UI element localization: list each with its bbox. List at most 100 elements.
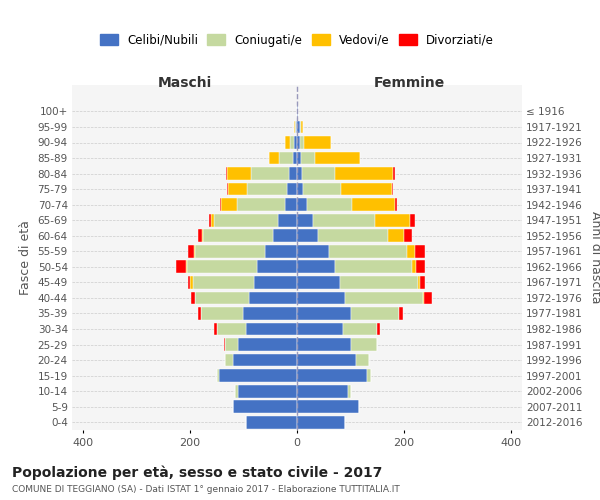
- Bar: [296, 120, 297, 134]
- Bar: [297, 354, 356, 366]
- Bar: [195, 245, 265, 258]
- Bar: [388, 230, 404, 242]
- Bar: [304, 136, 331, 149]
- Bar: [352, 198, 395, 211]
- Bar: [269, 152, 280, 164]
- Bar: [227, 167, 251, 180]
- Bar: [198, 230, 202, 242]
- Bar: [301, 120, 304, 134]
- Bar: [350, 307, 399, 320]
- Bar: [220, 369, 297, 382]
- Bar: [224, 338, 238, 351]
- Bar: [297, 120, 299, 134]
- Bar: [202, 230, 203, 242]
- Bar: [301, 152, 314, 164]
- Bar: [399, 307, 403, 320]
- Bar: [238, 385, 297, 398]
- Bar: [191, 292, 195, 304]
- Bar: [367, 369, 371, 382]
- Y-axis label: Anni di nascita: Anni di nascita: [589, 211, 600, 304]
- Text: Maschi: Maschi: [157, 76, 212, 90]
- Bar: [348, 385, 350, 398]
- Bar: [299, 120, 301, 134]
- Bar: [290, 136, 295, 149]
- Bar: [251, 167, 289, 180]
- Bar: [215, 322, 217, 336]
- Bar: [297, 400, 359, 413]
- Bar: [307, 198, 352, 211]
- Bar: [297, 322, 343, 336]
- Bar: [289, 167, 297, 180]
- Bar: [297, 136, 299, 149]
- Bar: [350, 338, 377, 351]
- Bar: [418, 276, 420, 288]
- Bar: [295, 136, 297, 149]
- Bar: [302, 167, 335, 180]
- Bar: [297, 245, 329, 258]
- Bar: [188, 245, 194, 258]
- Bar: [187, 260, 257, 273]
- Bar: [278, 214, 297, 226]
- Bar: [345, 292, 423, 304]
- Bar: [409, 214, 415, 226]
- Bar: [198, 307, 200, 320]
- Bar: [233, 400, 297, 413]
- Bar: [203, 230, 273, 242]
- Bar: [238, 338, 297, 351]
- Bar: [195, 292, 249, 304]
- Bar: [285, 198, 297, 211]
- Bar: [217, 369, 220, 382]
- Bar: [226, 167, 227, 180]
- Bar: [254, 276, 297, 288]
- Bar: [265, 245, 297, 258]
- Bar: [297, 292, 345, 304]
- Bar: [280, 152, 293, 164]
- Bar: [407, 245, 415, 258]
- Bar: [420, 276, 425, 288]
- Bar: [297, 338, 350, 351]
- Bar: [341, 182, 392, 196]
- Bar: [190, 276, 193, 288]
- Bar: [188, 276, 190, 288]
- Bar: [404, 230, 412, 242]
- Bar: [415, 245, 425, 258]
- Bar: [416, 260, 425, 273]
- Bar: [412, 260, 416, 273]
- Bar: [209, 214, 211, 226]
- Bar: [314, 152, 360, 164]
- Bar: [297, 167, 302, 180]
- Bar: [273, 230, 297, 242]
- Bar: [186, 260, 187, 273]
- Bar: [211, 214, 214, 226]
- Bar: [229, 182, 247, 196]
- Bar: [194, 245, 195, 258]
- Bar: [235, 385, 238, 398]
- Bar: [297, 307, 350, 320]
- Text: Femmine: Femmine: [374, 76, 445, 90]
- Bar: [297, 152, 301, 164]
- Bar: [297, 214, 313, 226]
- Text: COMUNE DI TEGGIANO (SA) - Dati ISTAT 1° gennaio 2017 - Elaborazione TUTTITALIA.I: COMUNE DI TEGGIANO (SA) - Dati ISTAT 1° …: [12, 485, 400, 494]
- Y-axis label: Fasce di età: Fasce di età: [19, 220, 32, 295]
- Bar: [217, 322, 246, 336]
- Bar: [319, 230, 388, 242]
- Bar: [233, 354, 297, 366]
- Bar: [297, 230, 319, 242]
- Bar: [246, 416, 297, 428]
- Bar: [297, 276, 340, 288]
- Bar: [297, 416, 345, 428]
- Bar: [200, 307, 244, 320]
- Bar: [297, 369, 367, 382]
- Bar: [227, 182, 229, 196]
- Bar: [295, 120, 296, 134]
- Bar: [244, 307, 297, 320]
- Bar: [247, 182, 287, 196]
- Bar: [299, 136, 304, 149]
- Bar: [297, 182, 304, 196]
- Legend: Celibi/Nubili, Coniugati/e, Vedovi/e, Divorziati/e: Celibi/Nubili, Coniugati/e, Vedovi/e, Di…: [95, 29, 499, 51]
- Bar: [214, 214, 278, 226]
- Bar: [374, 214, 409, 226]
- Bar: [287, 182, 297, 196]
- Bar: [343, 322, 377, 336]
- Bar: [313, 214, 374, 226]
